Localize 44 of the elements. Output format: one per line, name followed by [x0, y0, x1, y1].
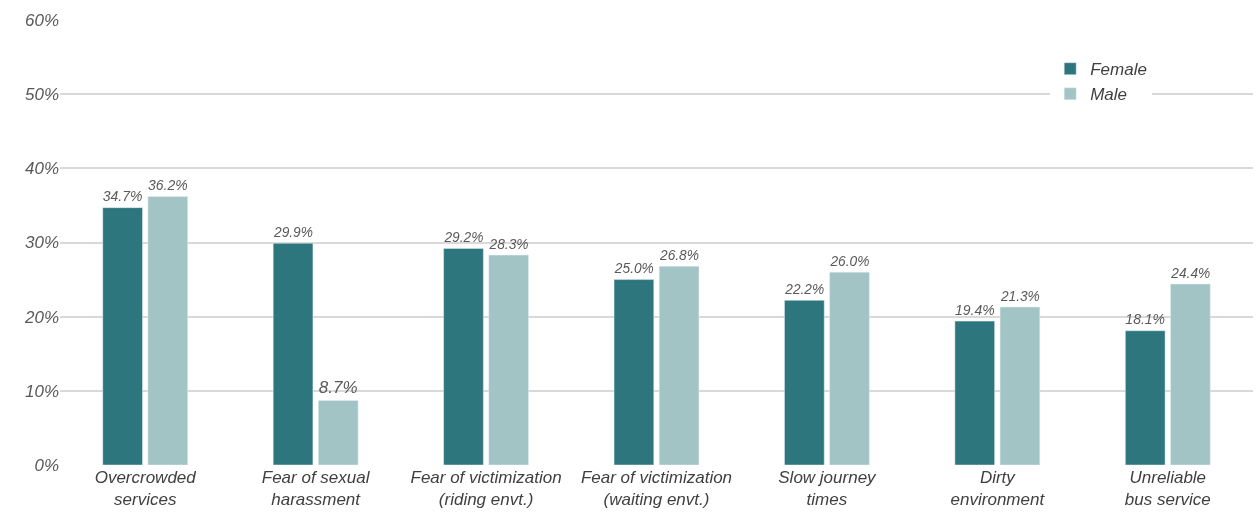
data-label: 28.3%: [488, 236, 529, 252]
legend-label: Male: [1090, 85, 1128, 105]
bar: [443, 248, 484, 465]
bar: [999, 306, 1041, 465]
data-label: 8.7%: [318, 378, 358, 398]
x-tick-label: Fear of victimization (waiting envt.): [580, 468, 733, 510]
y-tick-label: 10%: [24, 381, 59, 401]
x-tick-label: Unreliable bus service: [1124, 468, 1211, 510]
data-label: 26.8%: [659, 248, 699, 263]
bar: [613, 279, 655, 465]
x-tick-label: Fear of victimization (riding envt.): [410, 468, 562, 510]
bar: [954, 320, 995, 465]
legend-label: Female: [1090, 60, 1147, 80]
x-tick-label: Overcrowded services: [94, 468, 197, 510]
y-tick-label: 50%: [24, 85, 59, 105]
data-label: 36.2%: [147, 177, 188, 194]
data-label: 22.2%: [784, 282, 825, 298]
y-tick-label: 40%: [24, 159, 59, 179]
data-label: 26.0%: [829, 253, 870, 269]
bar: [829, 271, 870, 465]
bar: [1170, 283, 1211, 465]
bar: [784, 300, 825, 465]
data-label: 18.1%: [1125, 311, 1166, 328]
bar: [272, 242, 314, 465]
x-tick-label: Dirty environment: [950, 468, 1046, 510]
bar: [318, 400, 359, 465]
data-label: 21.3%: [999, 288, 1040, 304]
data-label: 19.4%: [954, 301, 995, 318]
data-label: 34.7%: [102, 188, 143, 205]
x-tick-label: Slow journey times: [778, 468, 878, 510]
bar: [488, 254, 529, 465]
data-label: 24.4%: [1170, 265, 1211, 281]
data-label: 25.0%: [613, 261, 654, 277]
data-label: 29.9%: [273, 225, 313, 241]
y-tick-label: 0%: [34, 455, 59, 475]
bar: [1125, 330, 1166, 465]
x-tick-label: Fear of sexual harassment: [261, 468, 371, 510]
y-tick-label: 60%: [24, 10, 59, 30]
data-label: 29.2%: [443, 230, 484, 246]
bar: [658, 265, 700, 465]
bar: [102, 207, 143, 465]
y-tick-label: 20%: [23, 307, 59, 327]
y-tick-label: 30%: [24, 233, 59, 253]
bar: [147, 196, 188, 465]
